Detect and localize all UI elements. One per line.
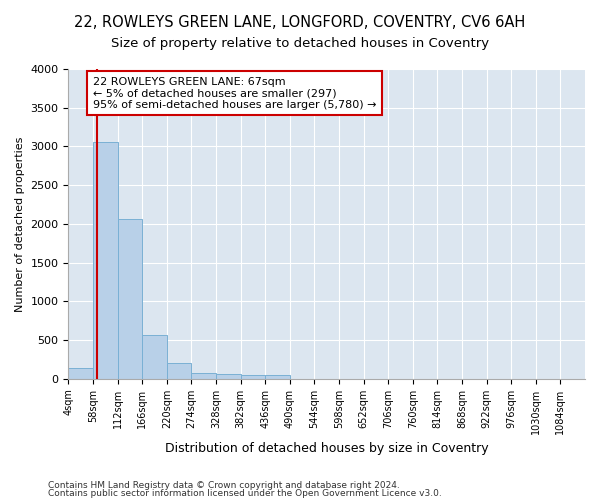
Bar	[241, 375, 265, 378]
Y-axis label: Number of detached properties: Number of detached properties	[15, 136, 25, 312]
Text: 22, ROWLEYS GREEN LANE, LONGFORD, COVENTRY, CV6 6AH: 22, ROWLEYS GREEN LANE, LONGFORD, COVENT…	[74, 15, 526, 30]
Bar	[167, 363, 191, 378]
Bar	[68, 368, 93, 378]
Text: Contains public sector information licensed under the Open Government Licence v3: Contains public sector information licen…	[48, 489, 442, 498]
Text: Contains HM Land Registry data © Crown copyright and database right 2024.: Contains HM Land Registry data © Crown c…	[48, 480, 400, 490]
Bar	[93, 142, 118, 378]
Bar	[265, 375, 290, 378]
Text: Size of property relative to detached houses in Coventry: Size of property relative to detached ho…	[111, 38, 489, 51]
Bar	[142, 336, 167, 378]
Bar	[118, 219, 142, 378]
Text: 22 ROWLEYS GREEN LANE: 67sqm
← 5% of detached houses are smaller (297)
95% of se: 22 ROWLEYS GREEN LANE: 67sqm ← 5% of det…	[93, 76, 377, 110]
Bar	[191, 372, 216, 378]
Bar	[216, 374, 241, 378]
X-axis label: Distribution of detached houses by size in Coventry: Distribution of detached houses by size …	[165, 442, 488, 455]
